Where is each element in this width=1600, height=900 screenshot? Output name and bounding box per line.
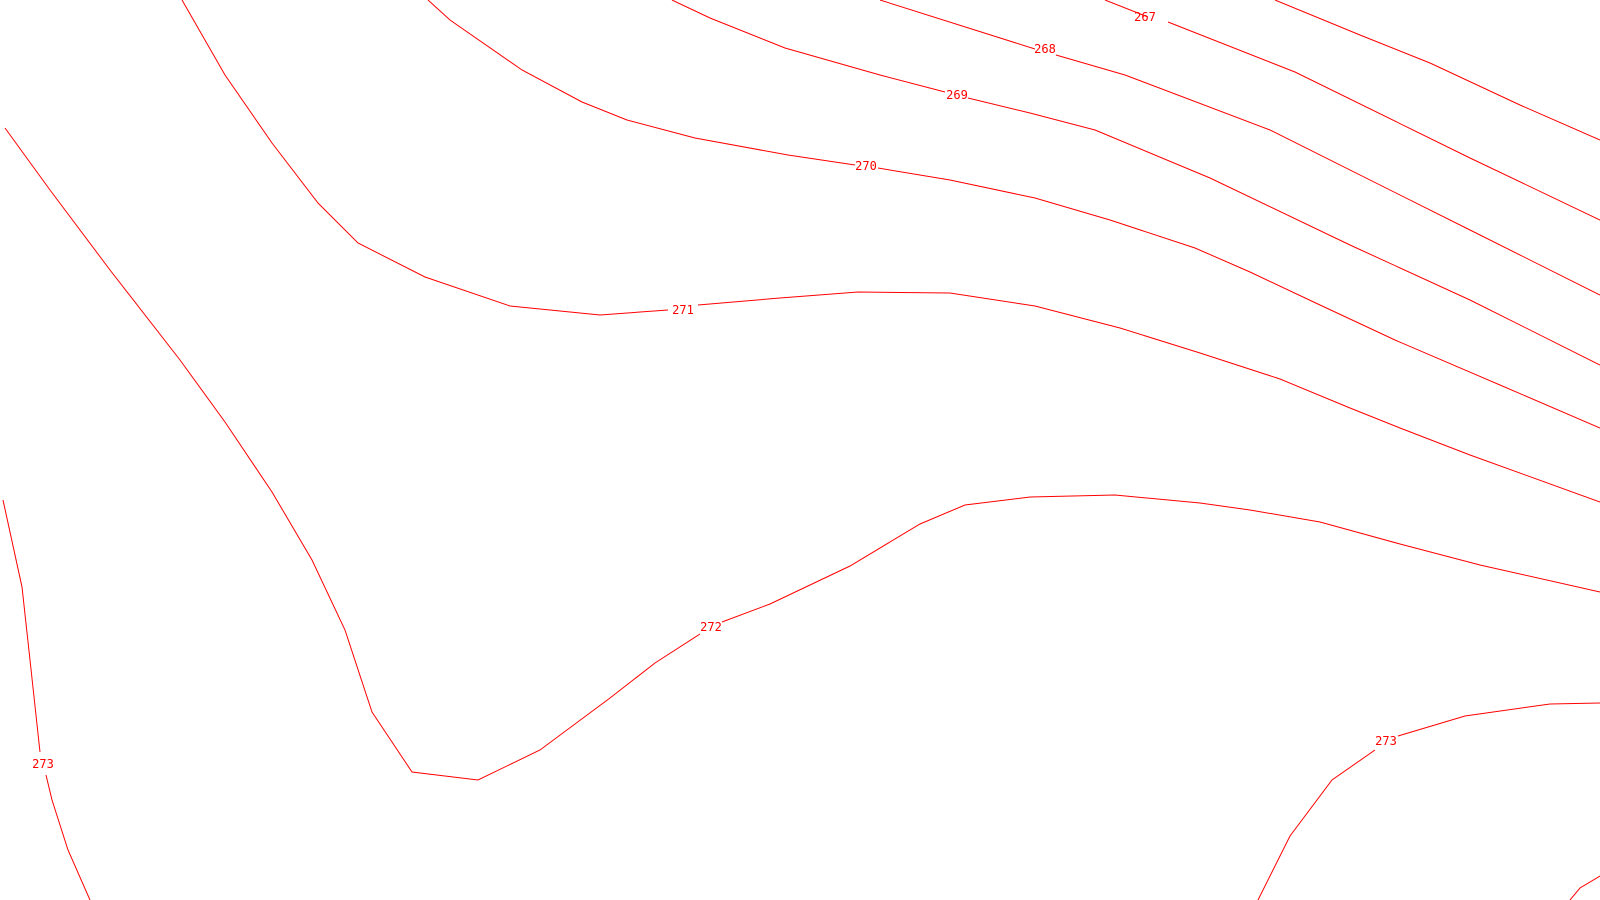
contour-label-273: 273 <box>32 757 54 771</box>
contour-line-268-1 <box>1055 54 1600 296</box>
contour-line-273-b-0 <box>1257 749 1376 900</box>
contour-line-273-1 <box>45 774 91 900</box>
contour-label-270: 270 <box>855 159 877 173</box>
contour-label-271: 271 <box>672 303 694 317</box>
contour-line-269-0 <box>671 0 946 93</box>
contour-line-272-1 <box>721 494 1600 623</box>
contour-line-273-b-1 <box>1397 702 1600 737</box>
contour-line-270-0 <box>427 0 856 166</box>
contour-label-273-b: 273 <box>1375 734 1397 748</box>
contour-line-273-0 <box>2 499 41 753</box>
contour-line-272-0 <box>4 127 701 781</box>
contour-line-273-b-2 <box>1569 875 1600 900</box>
contour-line-271-1 <box>697 291 1600 503</box>
contour-line-267-2 <box>1167 21 1600 221</box>
contour-label-268: 268 <box>1034 42 1056 56</box>
contour-line-271-0 <box>181 0 669 316</box>
contour-line-267-1 <box>1104 0 1149 18</box>
contour-line-267-0 <box>1274 0 1600 141</box>
contour-label-269: 269 <box>946 88 968 102</box>
contour-line-270-1 <box>877 167 1600 429</box>
contour-line-269-1 <box>967 97 1600 366</box>
contour-labels: 267 268 269 270 271 272 273 273 <box>32 10 1397 771</box>
contour-line-268-0 <box>879 0 1036 50</box>
contour-label-267: 267 <box>1134 10 1156 24</box>
contour-label-272: 272 <box>700 620 722 634</box>
